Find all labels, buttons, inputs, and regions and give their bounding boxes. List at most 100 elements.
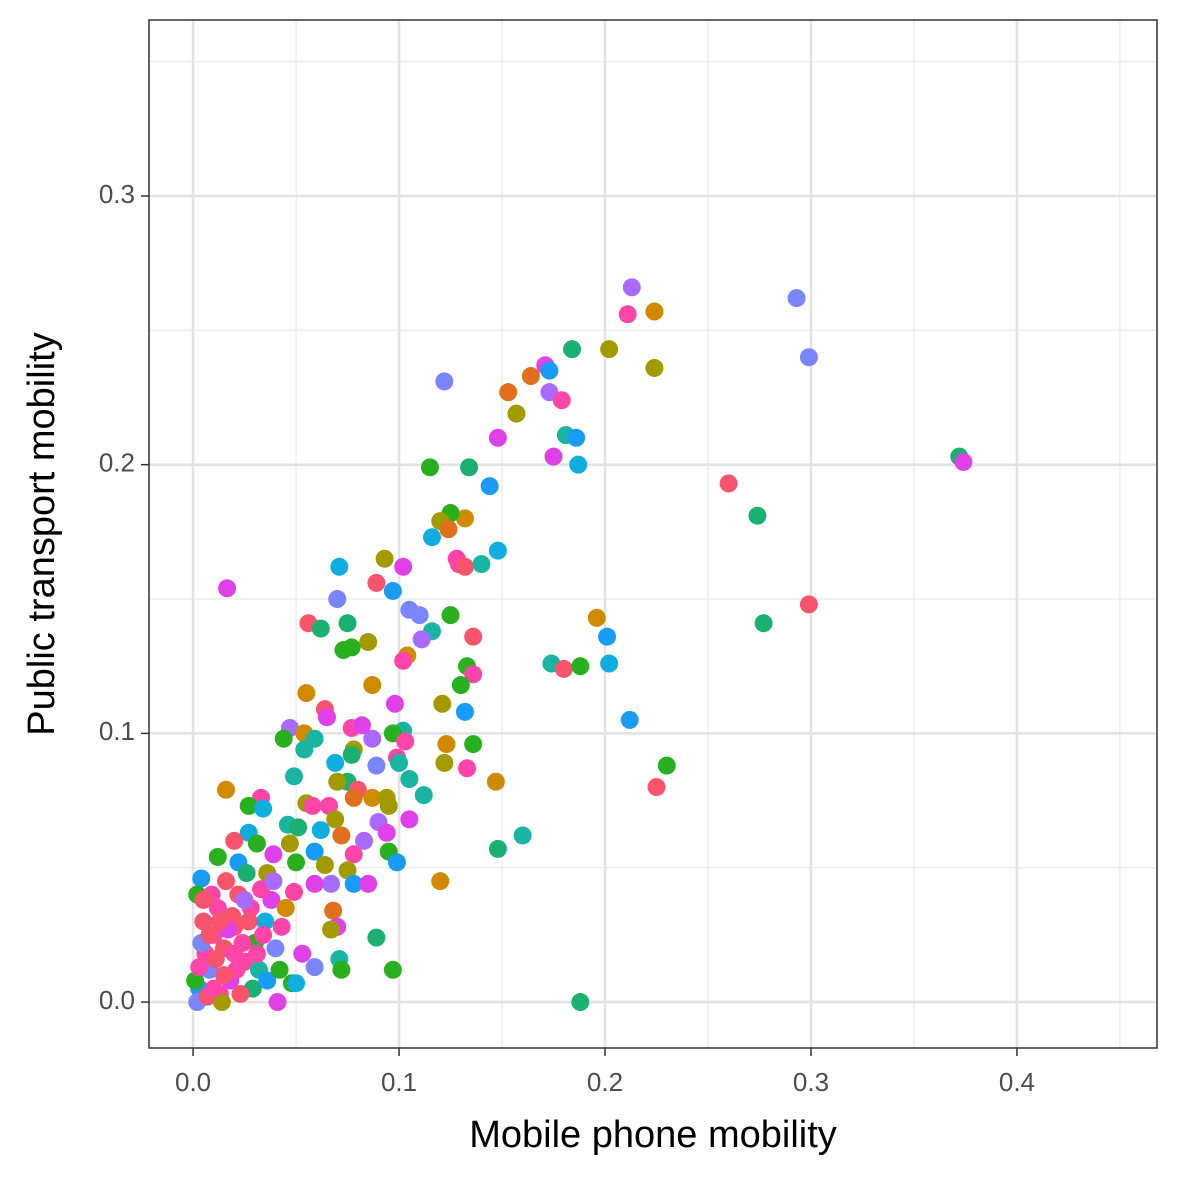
point [458,759,477,778]
point [264,872,283,891]
point [387,853,406,872]
point [192,869,211,888]
x-tick-label: 0.0 [175,1067,211,1097]
y-tick-label: 0.0 [99,985,135,1015]
point [464,735,483,754]
point [486,772,505,791]
point [455,557,474,576]
point [272,917,291,936]
point [507,404,526,423]
point [719,474,738,493]
point [305,874,324,893]
point [521,367,540,386]
point [231,984,250,1003]
point [412,630,431,649]
point [247,834,266,853]
point [266,939,285,958]
point [540,361,559,380]
point [214,966,233,985]
point [342,638,361,657]
point [464,665,483,684]
point [569,455,588,474]
point [247,944,266,963]
point [394,557,413,576]
point [264,845,283,864]
point [225,944,244,963]
point [332,826,351,845]
point [600,340,619,359]
point [256,912,275,931]
point [352,716,371,735]
point [464,627,483,646]
point [303,796,322,815]
point [217,872,236,891]
point [212,993,231,1012]
point [311,619,330,638]
point [433,694,452,713]
point [383,581,402,600]
y-tick-label: 0.3 [99,179,135,209]
point [328,590,347,609]
point [317,708,336,727]
point [239,912,258,931]
point [355,831,374,850]
point [326,810,345,829]
point [367,928,386,947]
point [383,960,402,979]
point [237,864,256,883]
point [400,770,419,789]
point [322,920,341,939]
point [342,745,361,764]
y-axis-title: Public transport mobility [21,332,63,735]
point [787,289,806,308]
x-axis-title: Mobile phone mobility [469,1114,837,1156]
point [587,608,606,627]
point [235,890,254,909]
point [400,810,419,829]
point [258,971,277,990]
x-tick-label: 0.1 [381,1067,417,1097]
point [394,651,413,670]
point [320,796,339,815]
point [414,786,433,805]
point [377,823,396,842]
x-tick-label: 0.2 [587,1067,623,1097]
point [620,710,639,729]
point [293,944,312,963]
point [513,826,532,845]
point [239,796,258,815]
point [488,541,507,560]
point [338,614,357,633]
point [287,853,306,872]
point [799,348,818,367]
point [488,839,507,858]
point [190,958,209,977]
point [208,899,227,918]
y-tick-label: 0.2 [99,448,135,478]
point [754,614,773,633]
point [645,302,664,321]
point [330,557,349,576]
point [563,340,582,359]
point [455,702,474,721]
point [315,856,334,875]
point [647,778,666,797]
point [618,305,637,324]
point [208,847,227,866]
point [363,729,382,748]
point [451,676,470,695]
point [622,278,641,297]
y-tick-label: 0.1 [99,716,135,746]
point [363,788,382,807]
point [420,458,439,477]
point [287,974,306,993]
point [285,882,304,901]
point [571,657,590,676]
point [799,595,818,614]
point [363,676,382,695]
point [435,372,454,391]
point [748,506,767,525]
point [218,579,237,598]
